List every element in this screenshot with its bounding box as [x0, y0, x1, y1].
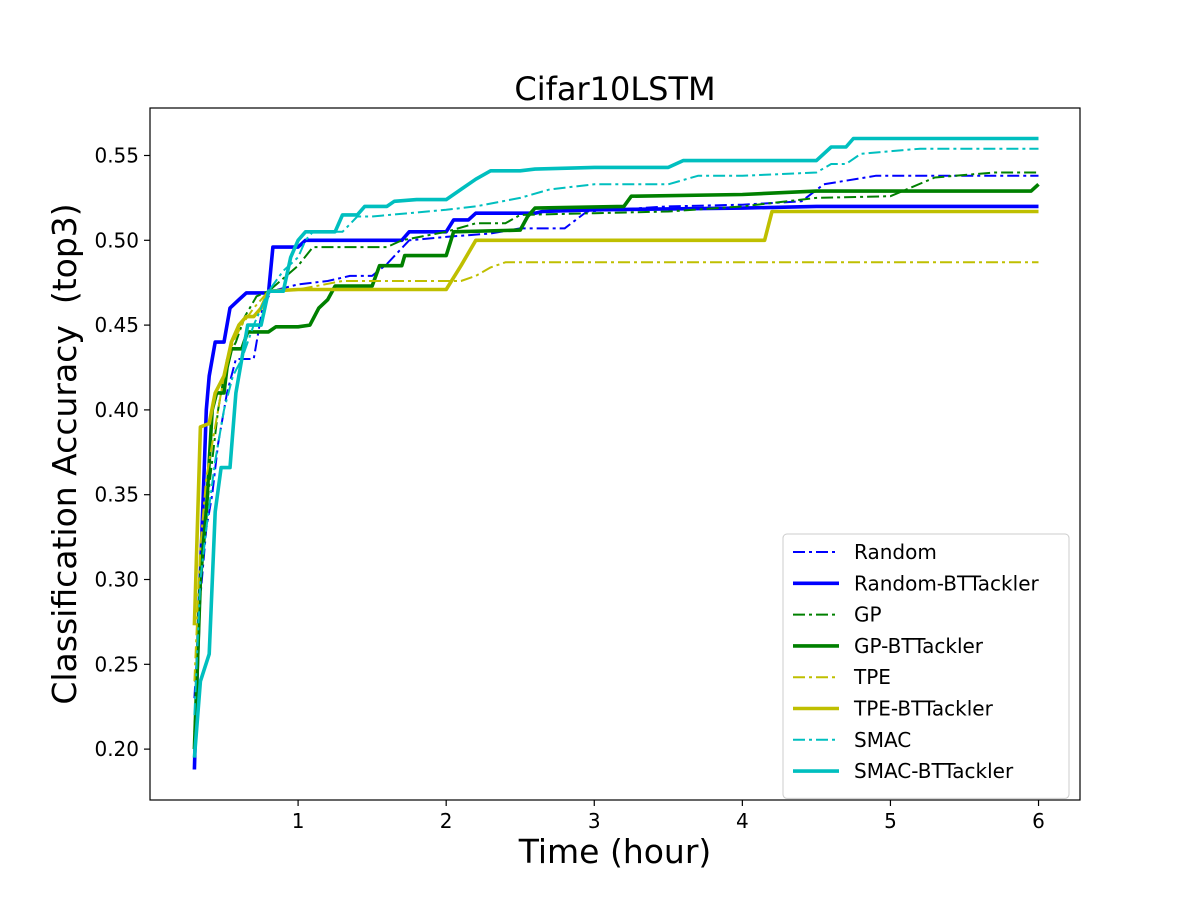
x-axis-label: Time (hour) — [518, 832, 712, 871]
x-tick-label-5: 6 — [1032, 809, 1045, 833]
x-tick-label-0: 1 — [292, 809, 305, 833]
y-tick-label-0: 0.20 — [94, 737, 139, 761]
series-line-1 — [192, 204, 1039, 770]
legend-label-7: SMAC-BTTackler — [854, 759, 1014, 783]
y-tick-label-3: 0.35 — [94, 483, 139, 507]
y-tick-label-5: 0.45 — [94, 313, 139, 337]
legend-label-3: GP-BTTackler — [854, 634, 984, 658]
legend-label-0: Random — [854, 540, 937, 564]
legend-label-1: Random-BTTackler — [854, 571, 1039, 595]
y-tick-label-4: 0.40 — [94, 398, 139, 422]
legend-label-2: GP — [854, 603, 882, 627]
legend-box — [782, 533, 1070, 799]
series-line-4 — [193, 261, 1039, 682]
y-axis-label: Classification Accuracy (top3) — [45, 203, 84, 704]
legend-label-4: TPE — [853, 665, 891, 689]
chart-title: Cifar10LSTM — [514, 70, 715, 108]
legend: Random Random-BTTackler GP GP-BTTackler TPE T… — [782, 533, 1070, 799]
x-tick-label-1: 2 — [440, 809, 453, 833]
series-line-7 — [192, 136, 1039, 758]
y-tick-label-6: 0.50 — [94, 228, 139, 252]
x-tick-label-4: 5 — [884, 809, 897, 833]
y-tick-label-1: 0.25 — [94, 652, 139, 676]
x-tick-label-2: 3 — [588, 809, 601, 833]
y-tick-label-2: 0.30 — [94, 568, 139, 592]
series-line-5 — [192, 209, 1039, 626]
x-tick-label-3: 4 — [736, 809, 749, 833]
series-line-3 — [192, 182, 1040, 750]
legend-label-6: SMAC — [854, 728, 911, 752]
y-tick-label-7: 0.55 — [94, 143, 139, 167]
series-line-6 — [193, 147, 1039, 716]
plot-frame — [149, 107, 1081, 801]
legend-label-5: TPE-BTTackler — [853, 697, 994, 721]
